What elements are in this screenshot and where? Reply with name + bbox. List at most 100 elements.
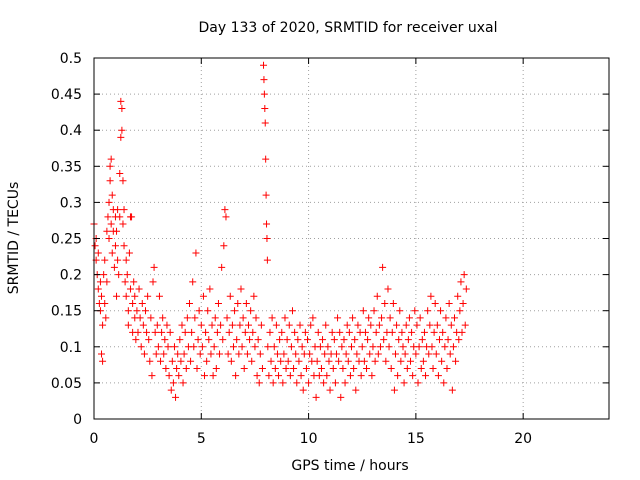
data-point xyxy=(147,314,155,322)
data-point xyxy=(222,213,230,221)
data-point xyxy=(428,343,436,351)
data-point xyxy=(110,263,118,271)
data-point xyxy=(292,350,300,358)
data-point xyxy=(382,357,390,365)
data-point xyxy=(176,336,184,344)
data-point xyxy=(263,256,271,264)
data-point xyxy=(269,379,277,387)
data-point xyxy=(94,285,102,293)
data-point xyxy=(354,321,362,329)
data-point xyxy=(280,350,288,358)
data-point xyxy=(286,372,294,380)
data-point xyxy=(218,263,226,271)
data-point xyxy=(209,372,217,380)
data-point xyxy=(430,328,438,336)
data-point xyxy=(358,343,366,351)
data-point xyxy=(202,328,210,336)
data-point xyxy=(207,350,215,358)
data-point xyxy=(136,314,144,322)
data-point xyxy=(351,336,359,344)
data-point xyxy=(281,314,289,322)
y-tick-label: 0.25 xyxy=(51,232,82,248)
data-point xyxy=(140,350,148,358)
data-point xyxy=(263,235,271,242)
data-point xyxy=(395,336,403,344)
data-point xyxy=(413,321,421,329)
data-point xyxy=(370,307,378,315)
data-point xyxy=(400,379,408,387)
data-point xyxy=(302,364,310,372)
data-point xyxy=(161,336,169,344)
data-point xyxy=(285,321,293,329)
data-point xyxy=(125,249,133,257)
data-point xyxy=(385,343,393,351)
data-point xyxy=(298,343,306,351)
data-point xyxy=(393,321,401,329)
data-point xyxy=(104,213,112,221)
data-point xyxy=(454,292,462,300)
data-point xyxy=(198,343,206,351)
data-point xyxy=(217,321,225,329)
data-point xyxy=(294,336,302,344)
data-point xyxy=(119,177,127,185)
data-point xyxy=(99,357,107,365)
data-point xyxy=(241,328,249,336)
data-point xyxy=(169,379,177,387)
data-point xyxy=(114,256,122,264)
data-point xyxy=(120,206,128,214)
data-point xyxy=(158,328,166,336)
data-point xyxy=(205,336,213,344)
data-point xyxy=(206,285,214,293)
data-point xyxy=(389,299,397,307)
data-point xyxy=(121,278,129,286)
data-point xyxy=(216,350,224,358)
data-point xyxy=(246,336,254,344)
data-point xyxy=(424,307,432,315)
data-point xyxy=(108,191,116,199)
y-tick-label: 0.05 xyxy=(51,376,82,392)
data-point xyxy=(163,321,171,329)
grid-lines xyxy=(94,58,609,419)
y-tick-label: 0.4 xyxy=(60,123,82,139)
data-point xyxy=(271,364,279,372)
data-point xyxy=(182,364,190,372)
data-point xyxy=(143,328,151,336)
data-point xyxy=(135,285,143,293)
data-point xyxy=(236,321,244,329)
data-point xyxy=(185,299,193,307)
data-point xyxy=(368,372,376,380)
data-point xyxy=(449,343,457,351)
data-point xyxy=(277,357,285,365)
data-point xyxy=(199,292,207,300)
data-point xyxy=(388,328,396,336)
data-point xyxy=(192,249,200,257)
data-point xyxy=(338,343,346,351)
data-point xyxy=(166,328,174,336)
data-point xyxy=(337,393,345,401)
data-point xyxy=(223,314,231,322)
data-point xyxy=(159,314,167,322)
x-tick-label: 5 xyxy=(197,431,206,447)
data-point xyxy=(367,321,375,329)
data-point xyxy=(122,292,130,300)
data-point xyxy=(283,336,291,344)
data-point xyxy=(462,285,470,293)
data-point xyxy=(407,357,415,365)
data-point xyxy=(226,292,234,300)
y-tick-label: 0 xyxy=(73,412,82,428)
data-point xyxy=(172,393,180,401)
data-point xyxy=(309,314,317,322)
data-point xyxy=(214,299,222,307)
data-point xyxy=(101,256,109,264)
data-point xyxy=(254,336,262,344)
data-point xyxy=(415,343,423,351)
data-point xyxy=(326,386,334,394)
data-point xyxy=(134,328,142,336)
data-point xyxy=(179,379,187,387)
data-point xyxy=(116,213,124,221)
data-point xyxy=(451,314,458,322)
data-point xyxy=(251,343,259,351)
data-point xyxy=(108,249,116,257)
data-point xyxy=(170,343,178,351)
data-point xyxy=(399,343,407,351)
